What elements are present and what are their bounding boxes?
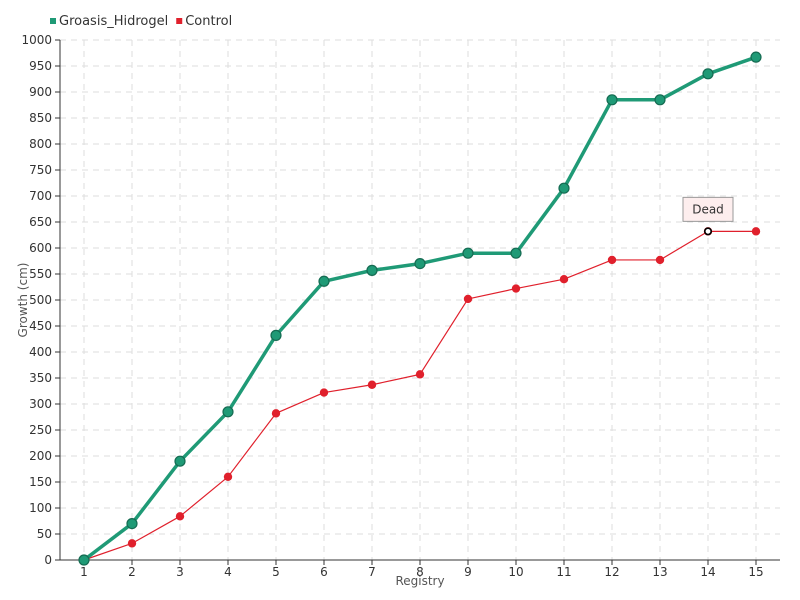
data-point bbox=[414, 258, 426, 270]
data-point bbox=[319, 388, 329, 397]
legend-label-groasis-hidrogel: Groasis_Hidrogel bbox=[59, 14, 168, 29]
y-tick-label: 500 bbox=[29, 293, 52, 307]
y-tick-label: 750 bbox=[29, 163, 52, 177]
legend-swatch-groasis-hidrogel bbox=[50, 18, 56, 24]
axes bbox=[55, 39, 780, 565]
y-tick-label: 800 bbox=[29, 137, 52, 151]
y-tick-label: 350 bbox=[29, 371, 52, 385]
x-axis-title: Registry bbox=[395, 574, 444, 588]
data-point bbox=[126, 517, 138, 530]
data-point bbox=[78, 554, 90, 566]
x-tick-label: 7 bbox=[368, 565, 376, 579]
data-point bbox=[655, 255, 665, 265]
y-tick-label: 700 bbox=[29, 189, 52, 203]
x-tick-label: 10 bbox=[508, 565, 523, 579]
y-axis-title: Growth (cm) bbox=[16, 263, 30, 338]
data-point bbox=[415, 370, 425, 379]
data-point bbox=[654, 94, 666, 106]
y-tick-label: 150 bbox=[29, 475, 52, 489]
x-tick-label: 6 bbox=[320, 565, 328, 579]
x-tick-labels: 1 2 3 4 5 6 7 8 9 10 11 12 13 14 15 bbox=[80, 565, 763, 579]
x-tick-label: 2 bbox=[128, 565, 136, 579]
x-tick-label: 15 bbox=[748, 565, 763, 579]
y-tick-label: 400 bbox=[29, 345, 52, 359]
y-tick-label: 650 bbox=[29, 215, 52, 229]
y-tick-label: 1000 bbox=[21, 33, 52, 47]
y-tick-label: 250 bbox=[29, 423, 52, 437]
data-point bbox=[702, 68, 714, 80]
x-tick-label: 11 bbox=[556, 565, 571, 579]
data-point bbox=[463, 294, 473, 304]
annotation: Dead bbox=[682, 196, 734, 236]
annotation-marker bbox=[703, 227, 712, 236]
data-point bbox=[558, 182, 570, 194]
annotation-label: Dead bbox=[692, 202, 724, 216]
y-tick-label: 600 bbox=[29, 241, 52, 255]
y-tick-label: 850 bbox=[29, 111, 52, 125]
x-tick-label: 9 bbox=[464, 565, 472, 579]
data-point bbox=[175, 512, 185, 521]
x-tick-label: 1 bbox=[80, 565, 88, 579]
data-point bbox=[366, 264, 378, 276]
x-tick-label: 8 bbox=[416, 565, 424, 579]
data-point bbox=[607, 255, 617, 265]
data-point bbox=[511, 284, 521, 293]
y-tick-label: 300 bbox=[29, 397, 52, 411]
legend: Groasis_Hidrogel Control bbox=[50, 14, 232, 29]
x-tick-label: 14 bbox=[700, 565, 715, 579]
data-point bbox=[223, 472, 233, 481]
data-point bbox=[750, 51, 762, 63]
data-point bbox=[174, 455, 186, 467]
y-tick-label: 550 bbox=[29, 267, 52, 281]
data-point bbox=[270, 329, 282, 341]
y-tick-label: 450 bbox=[29, 319, 52, 333]
data-point bbox=[222, 406, 234, 418]
data-point bbox=[318, 275, 330, 287]
data-point bbox=[367, 380, 377, 389]
x-tick-label: 5 bbox=[272, 565, 280, 579]
y-tick-labels: 0 50 100 150 200 250 300 350 400 450 500 550 600 650 7… bbox=[21, 33, 52, 567]
data-point bbox=[606, 94, 618, 106]
data-point bbox=[751, 227, 761, 236]
grid bbox=[60, 39, 780, 560]
x-tick-label: 3 bbox=[176, 565, 184, 579]
y-tick-label: 200 bbox=[29, 449, 52, 463]
data-point bbox=[271, 409, 281, 418]
y-tick-label: 900 bbox=[29, 85, 52, 99]
data-point bbox=[127, 539, 137, 548]
legend-swatch-control bbox=[176, 18, 183, 24]
data-point bbox=[510, 247, 522, 259]
data-point bbox=[462, 247, 474, 259]
annotation-box bbox=[682, 196, 734, 222]
y-tick-label: 0 bbox=[44, 553, 52, 567]
x-tick-label: 12 bbox=[604, 565, 619, 579]
x-tick-label: 4 bbox=[224, 565, 232, 579]
data-point bbox=[559, 275, 569, 284]
x-tick-label: 13 bbox=[652, 565, 667, 579]
legend-label-control: Control bbox=[185, 14, 232, 29]
y-tick-label: 50 bbox=[37, 527, 52, 541]
series-groasis-hidrogel bbox=[78, 51, 762, 566]
y-tick-label: 100 bbox=[29, 501, 52, 515]
y-tick-label: 950 bbox=[29, 59, 52, 73]
